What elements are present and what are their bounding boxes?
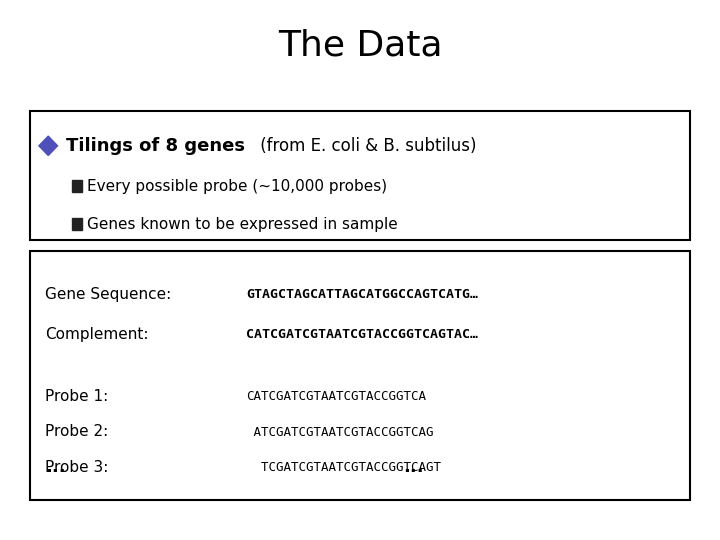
Text: Probe 1:: Probe 1: [45, 389, 108, 404]
Bar [72, 180, 82, 192]
FancyBboxPatch shape [30, 251, 690, 500]
Text: ATCGATCGTAATCGTACCGGTCAG: ATCGATCGTAATCGTACCGGTCAG [246, 426, 433, 438]
Text: Probe 3:: Probe 3: [45, 460, 108, 475]
Text: ...: ... [45, 458, 66, 476]
Text: TCGATCGTAATCGTACCGGTCAGT: TCGATCGTAATCGTACCGGTCAGT [246, 461, 441, 474]
Text: (from E. coli & B. subtilus): (from E. coli & B. subtilus) [255, 137, 477, 155]
Text: Gene Sequence:: Gene Sequence: [45, 287, 171, 302]
Text: Genes known to be expressed in sample: Genes known to be expressed in sample [88, 217, 398, 232]
Text: GTAGCTAGCATTAGCATGGCCAGTCATG…: GTAGCTAGCATTAGCATGGCCAGTCATG… [246, 288, 478, 301]
Text: Every possible probe (~10,000 probes): Every possible probe (~10,000 probes) [88, 179, 387, 194]
Text: The Data: The Data [278, 29, 442, 63]
Text: ...: ... [403, 458, 424, 476]
Text: CATCGATCGTAATCGTACCGGTCAGTAC…: CATCGATCGTAATCGTACCGGTCAGTAC… [246, 328, 478, 341]
Text: Tilings of 8 genes: Tilings of 8 genes [66, 137, 246, 155]
Text: Probe 2:: Probe 2: [45, 424, 108, 440]
Text: CATCGATCGTAATCGTACCGGTCA: CATCGATCGTAATCGTACCGGTCA [246, 390, 426, 403]
Polygon shape [39, 136, 58, 156]
FancyBboxPatch shape [30, 111, 690, 240]
Bar [72, 218, 82, 230]
Text: Complement:: Complement: [45, 327, 148, 342]
